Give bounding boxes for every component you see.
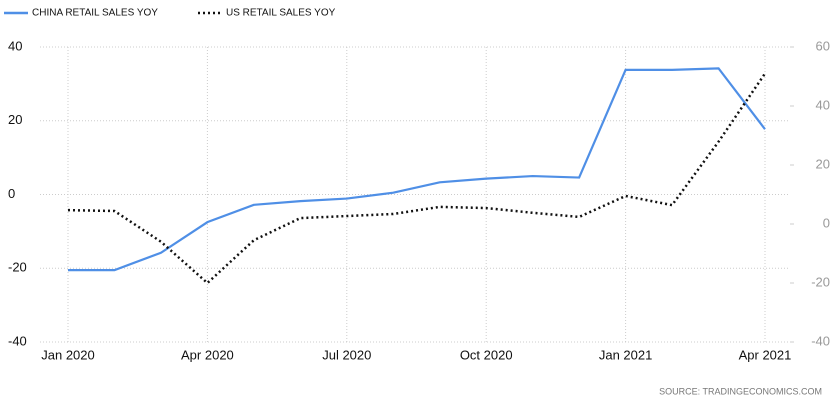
source: SOURCE: TRADINGECONOMICS.COM <box>659 386 822 396</box>
y2-tick-label: -40 <box>811 333 830 348</box>
legend-label: US RETAIL SALES YOY <box>226 8 336 19</box>
y2-tick-label: -20 <box>811 274 830 289</box>
x-tick-label: Apr 2021 <box>739 347 792 362</box>
y2-tick-label: 60 <box>816 38 830 53</box>
legend-label: CHINA RETAIL SALES YOY <box>32 8 158 19</box>
y2-tick-label: 20 <box>816 156 830 171</box>
series-line <box>68 67 766 272</box>
y-tick-label: 40 <box>8 38 22 53</box>
x-tick-label: Jan 2021 <box>599 347 653 362</box>
y2-tick-label: 40 <box>816 97 830 112</box>
x-tick-label: Apr 2020 <box>181 347 234 362</box>
x-tick-label: Jul 2020 <box>322 347 371 362</box>
x-tick-label: Oct 2020 <box>460 347 513 362</box>
x-tick-label: Jan 2020 <box>41 347 95 362</box>
y2-tick-label: 0 <box>823 215 830 230</box>
y-tick-label: -20 <box>8 260 27 275</box>
y-tick-label: 20 <box>8 112 22 127</box>
series-line <box>67 72 767 285</box>
y-tick-label: -40 <box>8 333 27 348</box>
y-tick-label: 0 <box>8 186 15 201</box>
